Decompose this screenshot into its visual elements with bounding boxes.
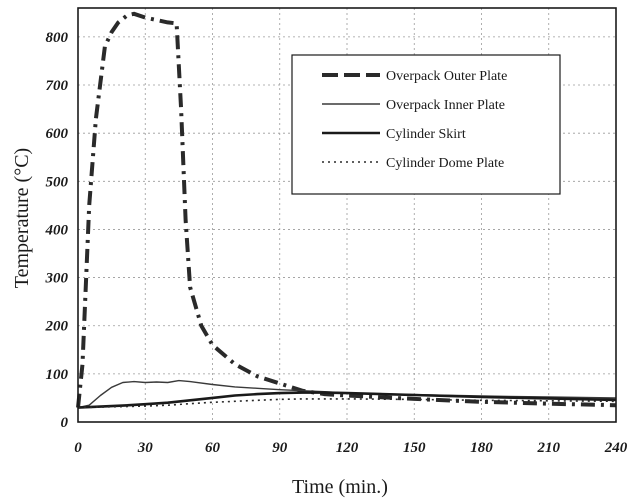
legend-label: Overpack Outer Plate <box>386 69 507 84</box>
legend-label: Overpack Inner Plate <box>386 98 505 113</box>
y-tick-label: 600 <box>46 126 69 142</box>
y-tick-label: 700 <box>46 78 69 94</box>
x-tick-label: 180 <box>470 440 493 456</box>
series-line-3 <box>77 391 617 409</box>
y-tick-label: 100 <box>46 367 69 383</box>
y-tick-label: 400 <box>45 222 69 238</box>
x-tick-label: 210 <box>537 440 561 456</box>
y-tick-label: 0 <box>61 415 69 431</box>
y-axis-title: Temperature (°C) <box>11 148 33 288</box>
y-tick-label: 300 <box>45 271 69 287</box>
x-axis-title: Time (min.) <box>292 476 388 498</box>
y-tick-labels: 0 100 200 300 400 500 600 700 800 <box>45 30 69 431</box>
plot-frame <box>77 7 617 423</box>
legend-label: Cylinder Dome Plate <box>386 156 504 171</box>
x-tick-label: 0 <box>74 440 82 456</box>
x-tick-label: 120 <box>336 440 359 456</box>
x-tick-labels: 0 30 60 90 120 150 180 210 240 <box>74 440 628 456</box>
legend-box <box>291 54 561 195</box>
legend-label: Cylinder Skirt <box>386 127 466 142</box>
series-line-1 <box>76 11 617 408</box>
grid <box>78 8 616 422</box>
y-tick-label: 800 <box>46 30 69 46</box>
x-tick-label: 60 <box>205 440 221 456</box>
x-tick-label: 30 <box>137 440 154 456</box>
x-tick-label: 150 <box>403 440 426 456</box>
x-tick-label: 240 <box>604 440 628 456</box>
series-layer <box>76 11 617 409</box>
y-tick-label: 200 <box>45 319 69 335</box>
y-tick-label: 500 <box>46 174 69 190</box>
legend: Overpack Outer Plate Overpack Inner Plate… <box>291 54 561 195</box>
x-tick-label: 90 <box>272 440 288 456</box>
